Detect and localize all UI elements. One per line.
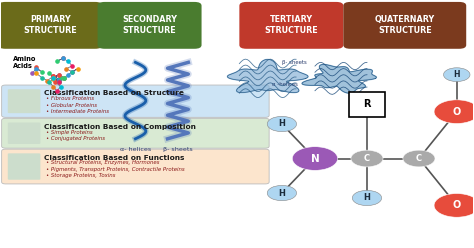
Text: H: H: [364, 193, 370, 202]
Text: R: R: [363, 99, 371, 109]
Text: • Simple Proteins: • Simple Proteins: [46, 130, 93, 135]
Text: • Pigments, Transport Proteins, Contractile Proteins: • Pigments, Transport Proteins, Contract…: [46, 167, 185, 172]
FancyBboxPatch shape: [239, 2, 343, 49]
Text: β- sheets: β- sheets: [282, 60, 307, 65]
Polygon shape: [228, 59, 308, 93]
FancyBboxPatch shape: [8, 153, 40, 180]
Circle shape: [267, 116, 297, 132]
Text: O: O: [453, 107, 461, 117]
Text: • Intermediate Proteins: • Intermediate Proteins: [46, 109, 109, 114]
FancyBboxPatch shape: [8, 89, 40, 113]
Text: C: C: [416, 154, 422, 163]
Text: β- sheets: β- sheets: [163, 147, 193, 152]
Text: α -helices: α -helices: [273, 82, 298, 87]
FancyBboxPatch shape: [343, 2, 466, 49]
Text: O: O: [453, 200, 461, 210]
Text: TERTIARY
STRUCTURE: TERTIARY STRUCTURE: [264, 15, 318, 35]
Text: H: H: [278, 120, 285, 128]
Circle shape: [434, 193, 474, 217]
Circle shape: [352, 190, 382, 206]
Text: QUATERNARY
STRUCTURE: QUATERNARY STRUCTURE: [374, 15, 435, 35]
Text: Classification Based on Functions: Classification Based on Functions: [44, 155, 184, 160]
Text: α- helices: α- helices: [120, 147, 151, 152]
Text: Classification Based on Structure: Classification Based on Structure: [44, 91, 184, 96]
FancyBboxPatch shape: [349, 92, 385, 117]
Polygon shape: [302, 64, 376, 93]
Text: H: H: [454, 70, 460, 79]
Circle shape: [403, 150, 435, 167]
Text: H: H: [278, 188, 285, 198]
Text: Amino
Acids: Amino Acids: [12, 56, 36, 69]
Text: • Structural Proteins, Enzymes, Hormones: • Structural Proteins, Enzymes, Hormones: [46, 160, 159, 165]
Text: • Storage Proteins, Toxins: • Storage Proteins, Toxins: [46, 173, 116, 178]
Text: Classification Based on Composition: Classification Based on Composition: [44, 124, 196, 130]
Circle shape: [351, 150, 383, 167]
Text: PRIMARY
STRUCTURE: PRIMARY STRUCTURE: [24, 15, 77, 35]
FancyBboxPatch shape: [1, 118, 269, 148]
FancyBboxPatch shape: [1, 149, 269, 184]
FancyBboxPatch shape: [98, 2, 201, 49]
FancyBboxPatch shape: [8, 123, 40, 144]
Circle shape: [434, 100, 474, 124]
Text: SECONDARY
STRUCTURE: SECONDARY STRUCTURE: [122, 15, 177, 35]
Text: • Globular Proteins: • Globular Proteins: [46, 103, 97, 108]
Text: • Fibrous Proteins: • Fibrous Proteins: [46, 96, 94, 101]
Circle shape: [292, 147, 337, 170]
Text: N: N: [310, 154, 319, 163]
Text: • Conjugated Proteins: • Conjugated Proteins: [46, 136, 105, 141]
Circle shape: [444, 68, 470, 82]
FancyBboxPatch shape: [1, 85, 269, 117]
Circle shape: [267, 186, 297, 201]
FancyBboxPatch shape: [0, 2, 102, 49]
Text: C: C: [364, 154, 370, 163]
